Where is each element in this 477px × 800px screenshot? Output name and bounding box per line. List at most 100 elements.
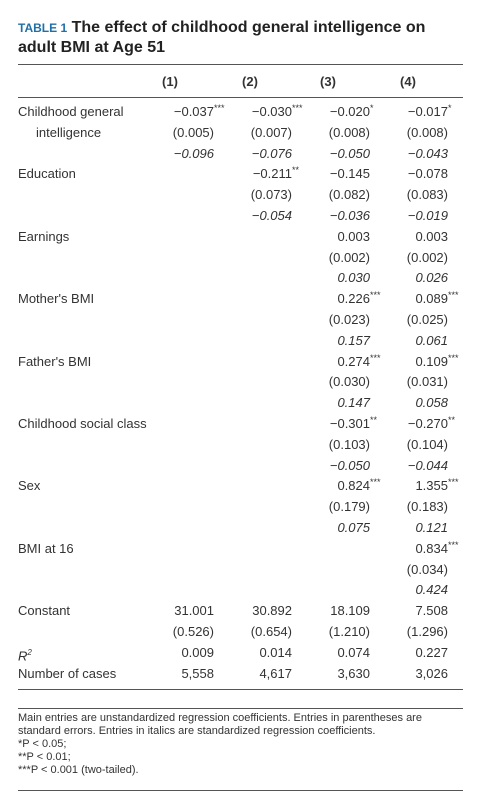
footnote: Main entries are unstandardized regressi… <box>18 712 463 777</box>
coefficient: 3,026 <box>415 665 448 681</box>
footnote-note: ***P < 0.001 (two-tailed). <box>18 764 139 776</box>
coefficient: −0.301 <box>329 416 370 431</box>
coefficient: 0.834 <box>415 540 448 556</box>
standardized-coefficient: −0.044 <box>407 457 448 473</box>
coefficient: 0.009 <box>181 644 214 660</box>
coefficient: 0.014 <box>259 644 292 660</box>
rule <box>18 97 463 98</box>
coefficient: 3,630 <box>337 665 370 681</box>
coefficient: −0.020 <box>329 104 370 119</box>
coefficient: 0.089 <box>415 291 448 307</box>
row-label: Mother's BMI <box>18 291 95 307</box>
column-header: (2) <box>242 74 258 89</box>
coefficient: 18.109 <box>330 603 370 619</box>
row-label: Constant <box>18 603 71 619</box>
significance-stars: * <box>448 103 452 113</box>
standard-error: (0.005) <box>172 124 214 140</box>
standard-error: (0.179) <box>328 499 370 515</box>
standardized-coefficient: −0.096 <box>173 145 214 161</box>
coefficient: −0.211 <box>252 166 292 182</box>
standardized-coefficient: 0.157 <box>337 332 370 348</box>
significance-stars: *** <box>448 352 459 363</box>
significance-stars: *** <box>448 539 459 550</box>
coefficient: 0.109 <box>415 353 448 369</box>
coefficient: −0.270 <box>407 416 448 431</box>
standard-error: (0.034) <box>406 561 448 577</box>
footnote-note: *P < 0.05; <box>18 738 67 750</box>
standard-error: (0.008) <box>328 124 370 140</box>
standard-error: (0.030) <box>328 374 370 390</box>
coefficient: 4,617 <box>259 665 292 681</box>
standardized-coefficient: 0.121 <box>415 520 448 535</box>
significance-stars: ** <box>292 165 300 176</box>
standardized-coefficient: 0.026 <box>415 270 448 286</box>
standard-error: (0.025) <box>406 312 448 327</box>
standardized-coefficient: −0.036 <box>329 208 370 223</box>
row-label: Childhood general <box>18 104 124 119</box>
coefficient: 7.508 <box>415 603 448 619</box>
row-label: Father's BMI <box>18 353 92 369</box>
row-label: Childhood social class <box>18 416 147 431</box>
rule <box>18 708 463 709</box>
rule <box>18 790 463 791</box>
standard-error: (1.296) <box>406 624 448 639</box>
standardized-coefficient: 0.061 <box>415 332 448 348</box>
standard-error: (0.023) <box>328 312 370 327</box>
standardized-coefficient: −0.054 <box>251 208 292 223</box>
standard-error: (0.031) <box>406 374 448 390</box>
row-label: R2 <box>18 647 32 664</box>
rule <box>18 64 463 65</box>
footnote-text: Main entries are unstandardized regressi… <box>18 712 422 737</box>
significance-stars: *** <box>448 290 459 301</box>
row-label: Sex <box>18 478 41 494</box>
column-header: (4) <box>400 74 416 89</box>
standard-error: (0.526) <box>172 624 214 639</box>
significance-stars: *** <box>448 477 459 488</box>
coefficient: −0.078 <box>407 166 448 182</box>
standard-error: (0.007) <box>250 124 292 140</box>
standard-error: (0.104) <box>406 436 448 452</box>
standard-error: (0.008) <box>406 124 448 140</box>
standardized-coefficient: −0.076 <box>251 145 292 161</box>
significance-stars: *** <box>370 477 381 488</box>
row-label: Education <box>18 166 76 182</box>
coefficient: 0.824 <box>337 478 370 494</box>
row-label: Number of cases <box>18 665 117 681</box>
standardized-coefficient: −0.019 <box>407 208 448 223</box>
coefficient: 31.001 <box>174 603 214 619</box>
standardized-coefficient: −0.043 <box>407 145 448 161</box>
coefficient: 5,558 <box>181 665 214 681</box>
significance-stars: ** <box>448 415 456 425</box>
standard-error: (0.654) <box>250 624 292 639</box>
significance-stars: *** <box>370 290 381 301</box>
table-label: TABLE 1 <box>18 21 68 35</box>
coefficient: 0.003 <box>415 228 448 244</box>
row-label: intelligence <box>36 124 102 140</box>
significance-stars: * <box>370 103 374 113</box>
standard-error: (0.103) <box>328 436 370 452</box>
standard-error: (0.083) <box>406 187 448 203</box>
coefficient: −0.037 <box>173 104 214 119</box>
standard-error: (0.002) <box>406 249 448 265</box>
standardized-coefficient: −0.050 <box>329 457 370 473</box>
standard-error: (0.073) <box>250 187 292 203</box>
standardized-coefficient: 0.147 <box>337 395 370 411</box>
coefficient: 0.274 <box>337 353 370 369</box>
column-header: (1) <box>162 74 178 89</box>
standardized-coefficient: 0.424 <box>415 582 448 598</box>
standard-error: (0.082) <box>328 187 370 203</box>
coefficient: −0.145 <box>329 166 370 182</box>
coefficient: −0.017 <box>407 104 448 119</box>
table-title: TABLE 1 The effect of childhood general … <box>18 18 468 58</box>
significance-stars: ** <box>370 415 378 425</box>
significance-stars: *** <box>370 352 381 363</box>
coefficient: 0.226 <box>337 291 370 307</box>
column-header: (3) <box>320 74 336 89</box>
coefficient: 0.003 <box>337 228 370 244</box>
coefficient: 30.892 <box>252 603 292 619</box>
row-label: Earnings <box>18 228 70 244</box>
standard-error: (0.002) <box>328 249 370 265</box>
coefficient: −0.030 <box>251 104 292 119</box>
standardized-coefficient: 0.030 <box>337 270 370 286</box>
